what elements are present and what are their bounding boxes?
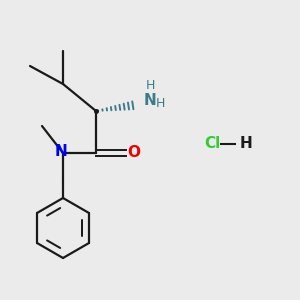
Text: O: O bbox=[127, 145, 140, 160]
Text: N: N bbox=[144, 93, 157, 108]
Text: Cl: Cl bbox=[204, 136, 220, 152]
Text: N: N bbox=[55, 144, 68, 159]
Text: H: H bbox=[240, 136, 253, 152]
Text: H: H bbox=[146, 79, 155, 92]
Text: H: H bbox=[156, 97, 165, 110]
